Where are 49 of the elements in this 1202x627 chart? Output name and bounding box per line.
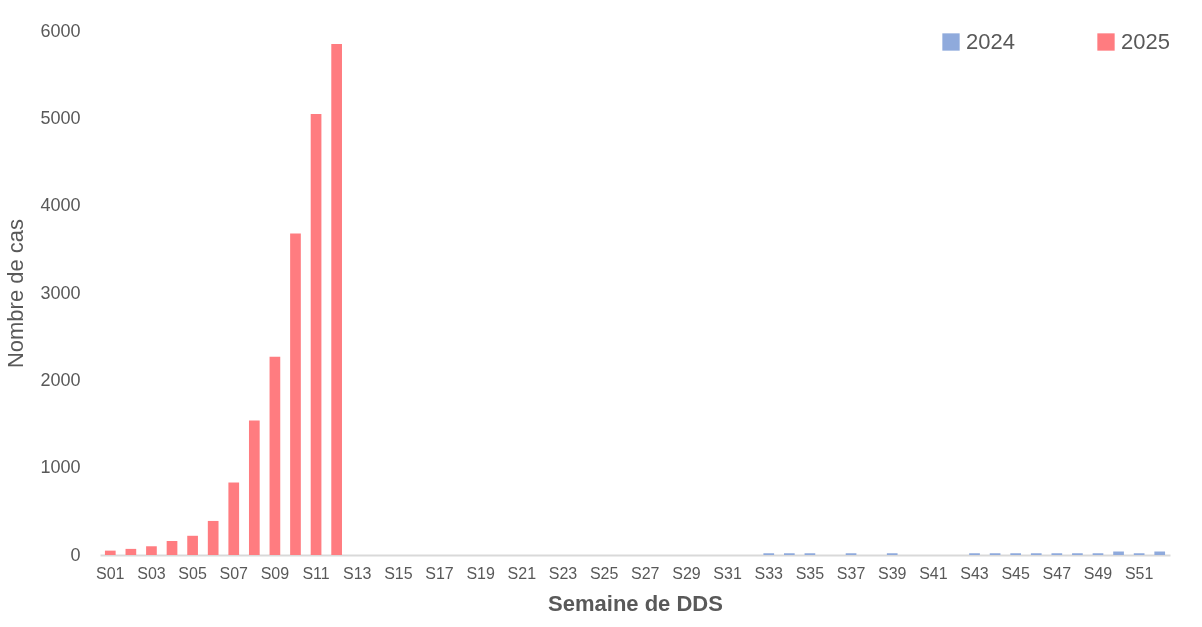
bar	[146, 546, 157, 555]
x-tick-label: S21	[507, 564, 537, 582]
bar	[125, 548, 137, 555]
bar	[269, 356, 281, 555]
bar	[104, 550, 116, 555]
x-tick-label: S23	[548, 564, 578, 582]
x-tick-label: S35	[795, 564, 825, 582]
bar	[331, 44, 342, 555]
x-tick-label: S29	[672, 564, 701, 582]
x-tick-label: S05	[178, 564, 207, 582]
bar	[187, 535, 198, 555]
x-tick-label: S41	[919, 564, 948, 582]
x-tick-label: S19	[466, 564, 496, 582]
bar	[290, 233, 301, 555]
x-axis-title: Semaine de DDS	[548, 590, 723, 616]
y-tick-label: 0	[70, 544, 81, 565]
x-tick-label: S45	[1001, 564, 1031, 582]
y-axis-title: Nombre de cas	[3, 218, 29, 369]
bar	[248, 420, 260, 555]
x-tick-label: S43	[960, 564, 989, 582]
legend-label: 2025	[1121, 29, 1170, 54]
x-tick-label: S01	[96, 564, 125, 582]
bar	[166, 541, 178, 555]
x-tick-label: S07	[219, 564, 249, 582]
x-tick-label: S17	[425, 564, 454, 582]
legend-label: 2024	[966, 29, 1015, 54]
y-tick-label: 5000	[40, 107, 81, 128]
x-tick-label: S11	[302, 564, 330, 582]
x-tick-label: S09	[260, 564, 290, 582]
x-tick-label: S39	[877, 564, 907, 582]
x-tick-label: S51	[1124, 564, 1154, 582]
y-tick-label: 3000	[40, 282, 81, 303]
bar	[228, 482, 240, 555]
y-tick-label: 2000	[40, 369, 81, 390]
x-tick-label: S15	[384, 564, 413, 582]
x-tick-label: S03	[137, 564, 166, 582]
x-tick-label: S33	[754, 564, 784, 582]
x-tick-label: S13	[342, 564, 372, 582]
x-tick-label: S27	[631, 564, 660, 582]
x-tick-label: S47	[1042, 564, 1072, 582]
bar	[310, 113, 322, 555]
x-tick-label: S37	[836, 564, 866, 582]
y-tick-label: 6000	[40, 20, 81, 41]
x-tick-label: S25	[589, 564, 619, 582]
y-tick-label: 4000	[40, 195, 81, 216]
y-tick-label: 1000	[40, 457, 81, 478]
x-tick-label: S31	[713, 564, 742, 582]
bar	[207, 520, 219, 555]
x-tick-label: S49	[1083, 564, 1113, 582]
